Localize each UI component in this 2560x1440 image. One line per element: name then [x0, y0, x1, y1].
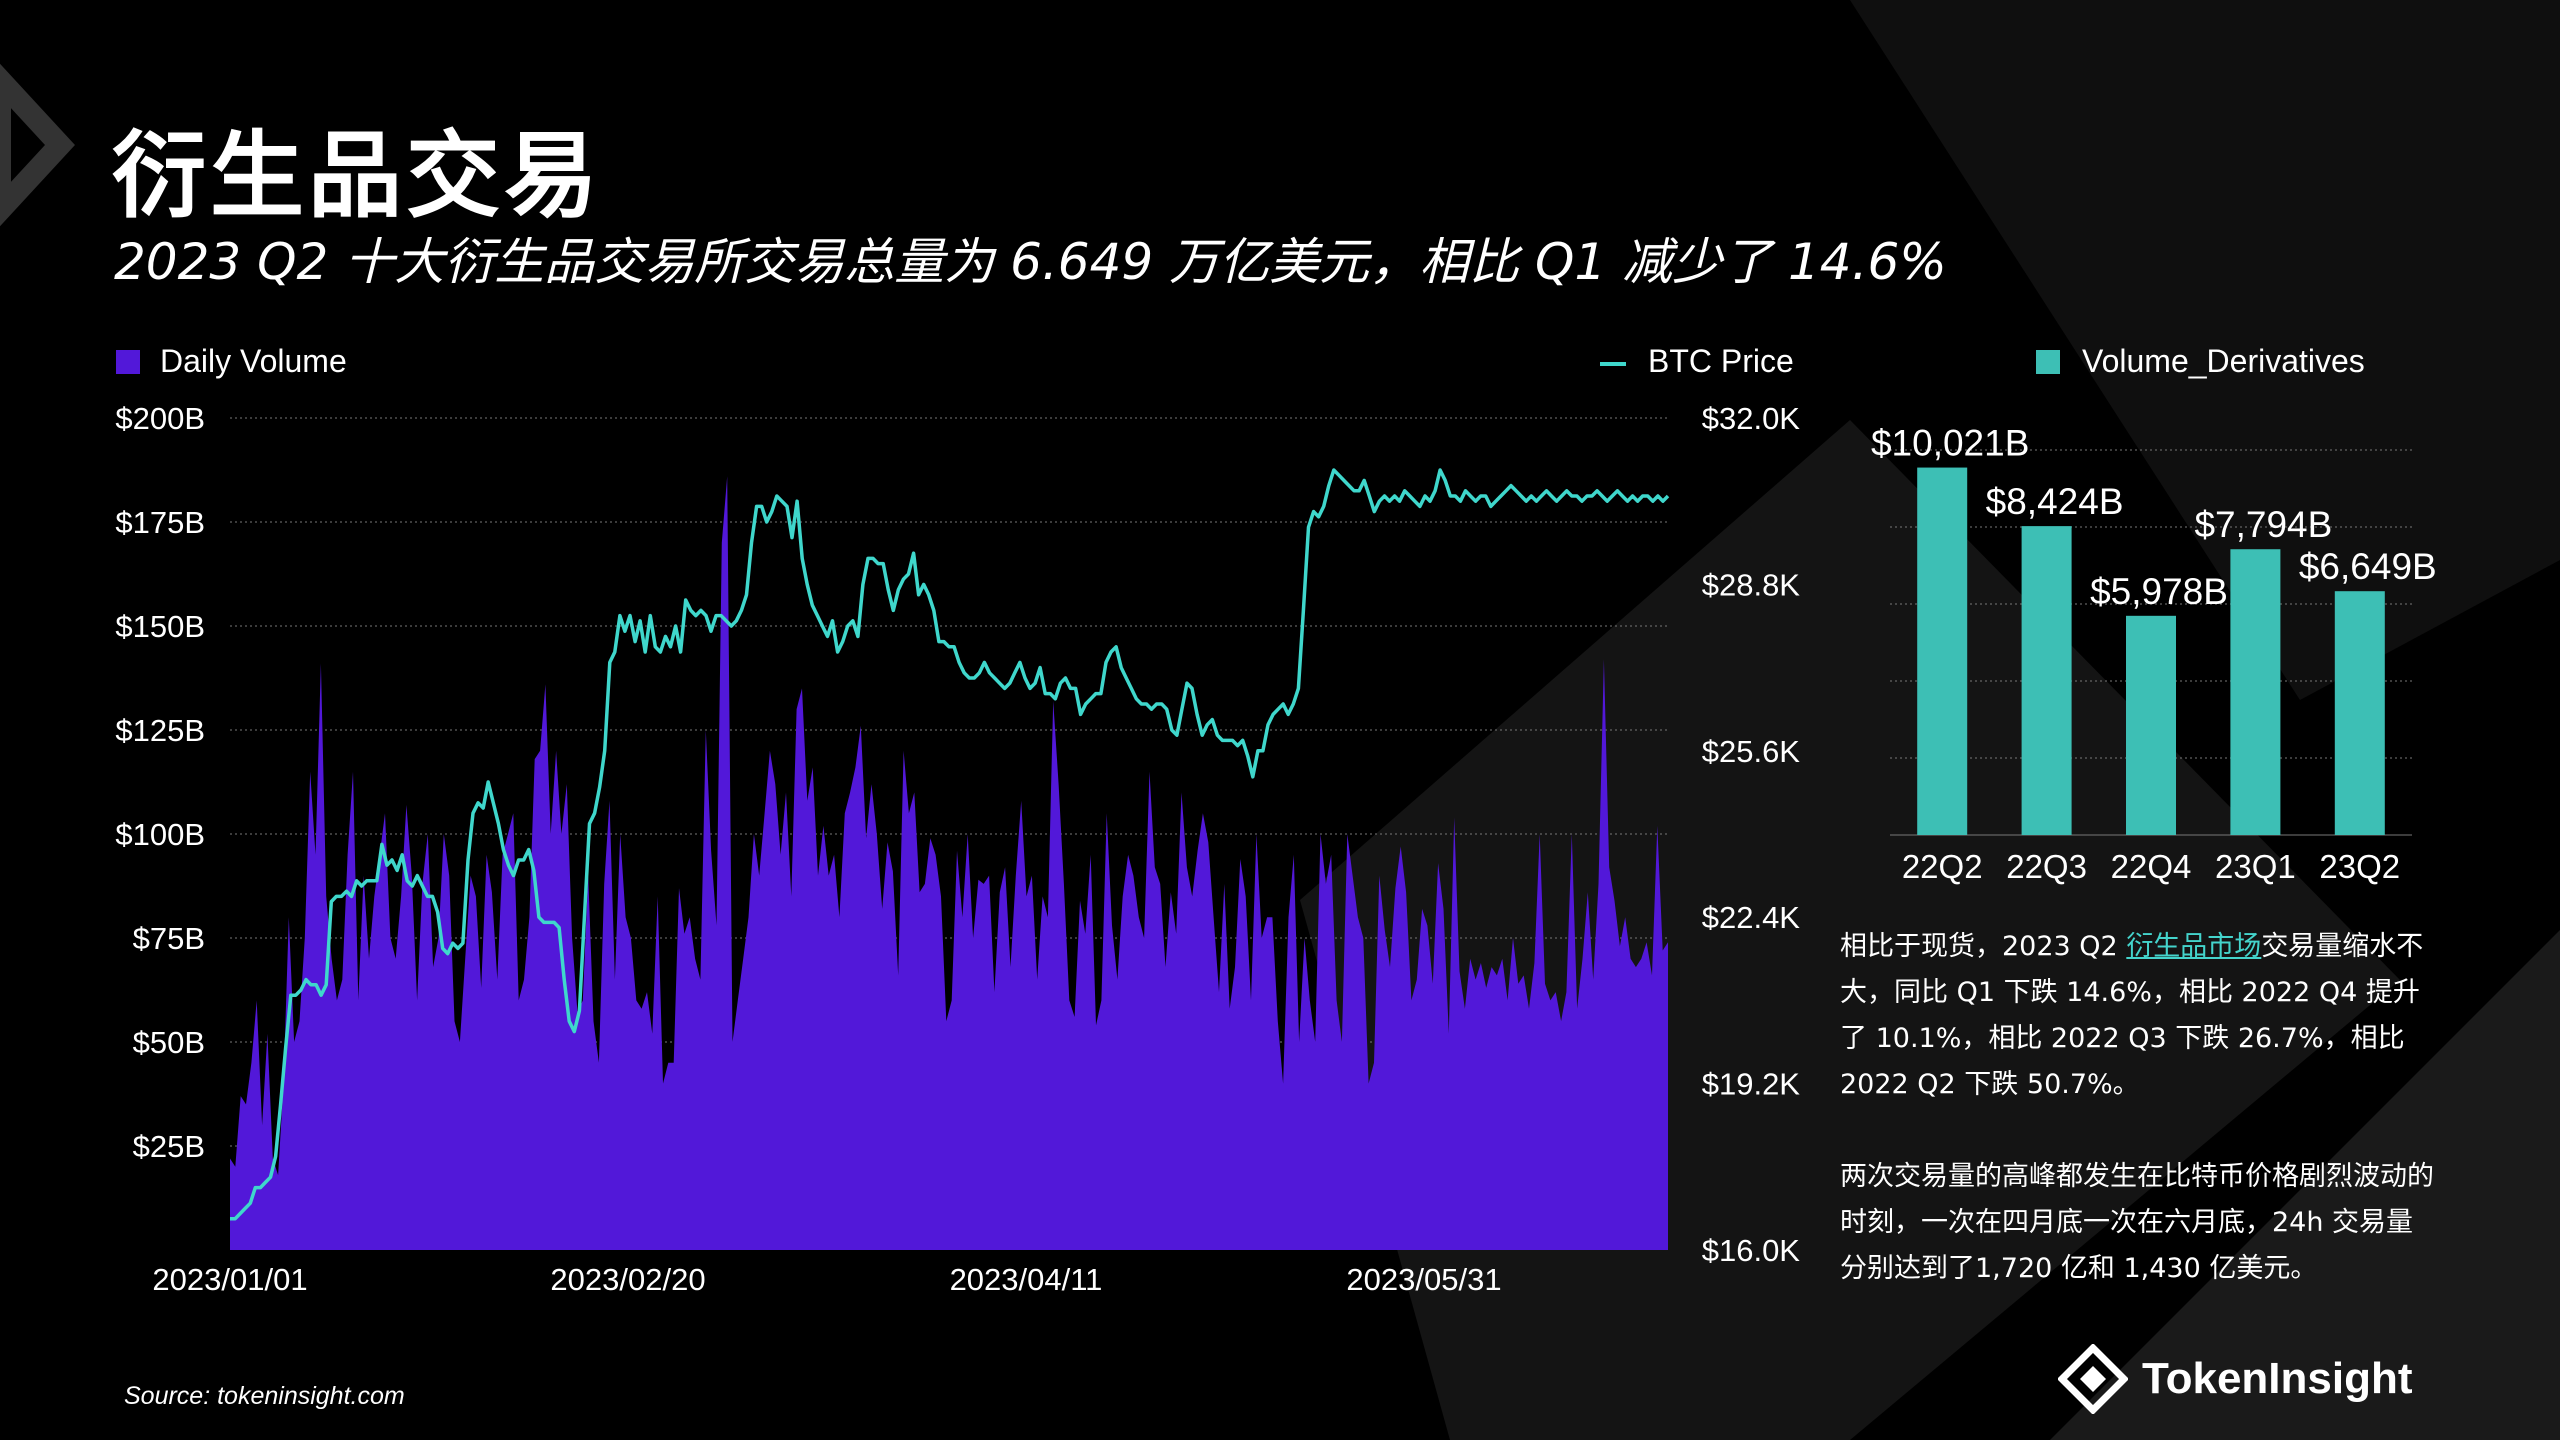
- analysis-text-part: 交易量缩水不大，同比 Q1 下跌 14.6%，相比 2022 Q4 提升了 10…: [1840, 931, 2424, 1100]
- y-right-tick-label: $32.0K: [1702, 401, 1801, 436]
- analysis-paragraph-1: 相比于现货，2023 Q2 衍生品市场交易量缩水不大，同比 Q1 下跌 14.6…: [1840, 924, 2440, 1108]
- legend-label-price: BTC Price: [1648, 343, 1794, 379]
- legend-swatch-volume: [116, 350, 140, 374]
- y-right-tick-label: $28.8K: [1702, 567, 1801, 602]
- analysis-text: 相比于现货，2023 Q2 衍生品市场交易量缩水不大，同比 Q1 下跌 14.6…: [1840, 924, 2440, 1338]
- quarterly-derivatives-volume-chart: $10,021B 22Q2 $8,424B 22Q3 $5,978B 22Q4 $7,794…: [1871, 343, 2437, 885]
- x-tick-label: 2023/05/31: [1346, 1262, 1501, 1297]
- x-tick-label: 2023/02/20: [550, 1262, 705, 1297]
- bar-category-label: 22Q3: [2006, 848, 2087, 885]
- bar-value-label: $5,978B: [2090, 571, 2228, 612]
- analysis-paragraph-2: 两次交易量的高峰都发生在比特币价格剧烈波动的时刻，一次在四月底一次在六月底，24…: [1840, 1161, 2434, 1284]
- bar-23Q1: [2230, 549, 2281, 835]
- y-right-tick-label: $19.2K: [1702, 1067, 1801, 1102]
- bar-22Q2: [1917, 467, 1968, 835]
- bar-category-label: 23Q1: [2215, 848, 2296, 885]
- y-right-tick-label: $25.6K: [1702, 734, 1801, 769]
- bar-category-label: 23Q2: [2319, 848, 2400, 885]
- y-left-tick-label: $50B: [133, 1025, 205, 1060]
- y-left-tick-label: $175B: [115, 505, 205, 540]
- bar-value-label: $8,424B: [1986, 481, 2124, 522]
- y-left-tick-label: $125B: [115, 713, 205, 748]
- y-left-tick-label: $150B: [115, 609, 205, 644]
- y-right-tick-label: $22.4K: [1702, 900, 1801, 935]
- daily-volume-btc-price-chart: $200B $175B $150B $125B $100B $75B $50B $25B $32…: [115, 343, 1800, 1297]
- page-title: 衍生品交易: [112, 122, 603, 231]
- bar-22Q3: [2021, 526, 2072, 835]
- x-tick-label: 2023/04/11: [950, 1262, 1103, 1297]
- bar-23Q2: [2334, 591, 2385, 835]
- bar-value-label: $6,649B: [2299, 546, 2437, 587]
- daily-volume-area: [230, 476, 1668, 1250]
- source-note: Source: tokeninsight.com: [124, 1382, 405, 1410]
- bar-category-label: 22Q4: [2111, 848, 2192, 885]
- legend-label-volume: Daily Volume: [160, 343, 347, 379]
- legend-label-derivatives: Volume_Derivatives: [2082, 343, 2365, 379]
- tokeninsight-logo-icon: [2058, 1344, 2128, 1414]
- y-right-tick-label: $16.0K: [1702, 1233, 1801, 1268]
- legend-swatch-derivatives: [2036, 350, 2060, 374]
- bar-category-label: 22Q2: [1902, 848, 1983, 885]
- y-left-tick-label: $75B: [133, 921, 205, 956]
- y-left-tick-label: $100B: [115, 817, 205, 852]
- bar-value-label: $10,021B: [1871, 423, 2029, 464]
- bar-value-label: $7,794B: [2194, 504, 2332, 545]
- x-tick-label: 2023/01/01: [152, 1262, 307, 1297]
- bar-22Q4: [2126, 615, 2176, 835]
- y-left-tick-label: $200B: [115, 401, 205, 436]
- page-subtitle: 2023 Q2 十大衍生品交易所交易总量为 6.649 万亿美元，相比 Q1 减…: [114, 233, 1947, 291]
- analysis-text-part: 相比于现货，2023 Q2: [1840, 931, 2127, 962]
- btc-price-line: [230, 468, 1670, 1221]
- y-left-tick-label: $25B: [133, 1129, 205, 1164]
- derivatives-market-link[interactable]: 衍生品市场: [2126, 931, 2262, 962]
- brand-logo: TokenInsight: [2058, 1344, 2413, 1414]
- brand-name: TokenInsight: [2142, 1354, 2413, 1403]
